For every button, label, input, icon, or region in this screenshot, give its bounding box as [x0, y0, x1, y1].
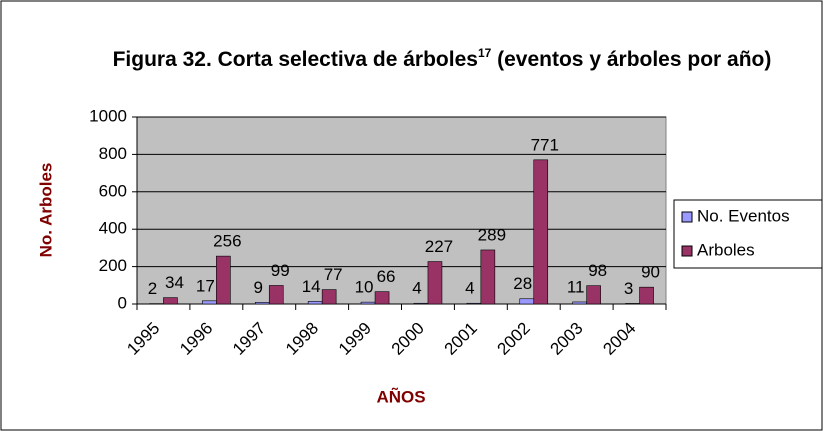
- legend-box: [673, 199, 823, 269]
- bar: [625, 303, 640, 305]
- bar: [307, 301, 323, 305]
- bar: [163, 297, 178, 305]
- legend: No. Eventos Arboles: [673, 199, 823, 269]
- value-label: 17: [196, 276, 215, 295]
- bar: [360, 301, 376, 305]
- legend-label: No. Eventos: [697, 206, 790, 225]
- bar: [374, 291, 390, 305]
- title-main: Figura 32. Corta selectiva de árboles: [113, 48, 478, 71]
- title-note: 17: [478, 46, 492, 60]
- y-axis-label: No. Arboles: [36, 163, 55, 258]
- title-end: (eventos y árboles por año): [491, 48, 771, 71]
- y-tick-label: 1000: [89, 106, 127, 125]
- value-label: 99: [271, 261, 290, 280]
- bar: [321, 289, 337, 305]
- legend-label: Arboles: [697, 240, 755, 259]
- value-label: 256: [213, 232, 241, 251]
- bar: [533, 159, 549, 305]
- value-label: 4: [465, 279, 474, 298]
- bar: [586, 285, 601, 305]
- bar: [572, 301, 587, 305]
- value-label: 3: [624, 279, 633, 298]
- value-label: 11: [567, 277, 585, 296]
- value-label: 289: [478, 225, 506, 244]
- value-label: 771: [531, 135, 559, 154]
- y-tick-label: 0: [118, 293, 127, 312]
- value-label: 34: [165, 273, 184, 292]
- x-axis-label: AÑOS: [376, 386, 425, 406]
- bar: [639, 286, 654, 305]
- value-label: 9: [254, 278, 263, 297]
- y-tick-label: 600: [99, 181, 127, 200]
- value-label: 227: [425, 237, 453, 256]
- y-tick-label: 800: [99, 144, 127, 163]
- value-label: 28: [513, 274, 532, 293]
- value-label: 4: [412, 279, 421, 298]
- value-label: 14: [302, 277, 321, 296]
- chart-title: Figura 32. Corta selectiva de árboles17 …: [113, 46, 772, 70]
- value-label: 90: [641, 263, 660, 282]
- bar: [268, 285, 284, 305]
- bar: [254, 302, 270, 305]
- y-tick-label: 400: [99, 219, 127, 238]
- value-label: 66: [377, 267, 396, 286]
- value-label: 10: [355, 278, 374, 297]
- bar: [519, 298, 535, 305]
- bar: [480, 249, 496, 305]
- value-label: 2: [148, 279, 157, 298]
- y-tick-label: 200: [99, 256, 127, 275]
- value-label: 77: [324, 265, 343, 284]
- value-label: 98: [588, 261, 607, 280]
- bar: [413, 302, 429, 305]
- legend-swatch: [681, 211, 693, 223]
- bar: [427, 261, 443, 305]
- bar: [216, 255, 231, 305]
- bar: [466, 302, 482, 305]
- bar: [202, 300, 217, 305]
- legend-swatch: [681, 245, 693, 257]
